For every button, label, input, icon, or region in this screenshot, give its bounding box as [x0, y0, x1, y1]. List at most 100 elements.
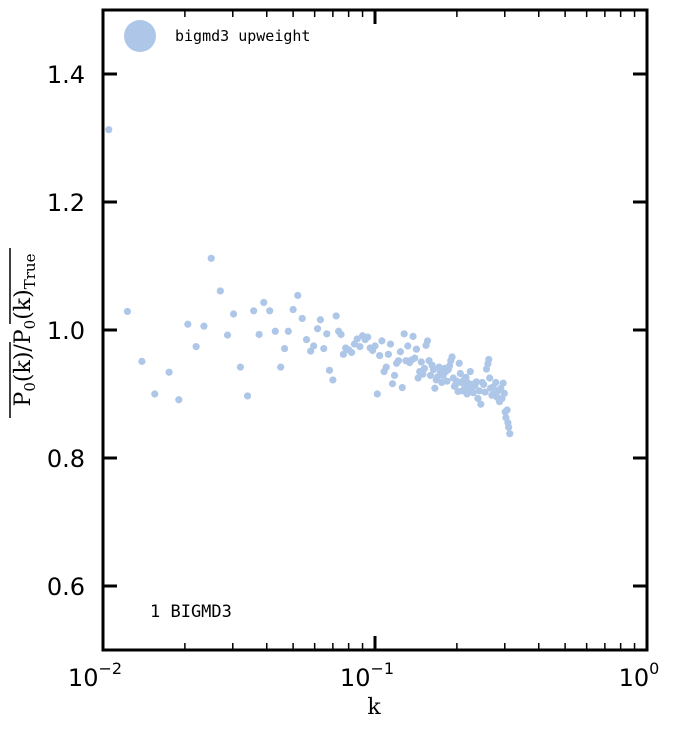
tick-marks	[101, 10, 649, 650]
y-axis-label-text: P0(k)/P0(k)True	[11, 253, 39, 406]
data-point-7	[192, 343, 200, 351]
data-point-37	[337, 330, 345, 339]
data-point-64	[400, 330, 408, 338]
data-point-34	[329, 376, 337, 384]
data-point-144	[505, 423, 513, 431]
data-point-26	[302, 336, 311, 344]
x-tick-label-0: 10−2	[68, 659, 122, 692]
data-point-47	[364, 333, 372, 341]
data-point-92	[443, 377, 451, 385]
data-point-103	[456, 369, 464, 378]
data-point-50	[371, 342, 379, 350]
data-point-139	[500, 389, 508, 397]
data-point-112	[466, 368, 474, 376]
y-tick-label-4: 1.4	[47, 61, 85, 89]
data-point-108	[462, 373, 470, 381]
data-point-22	[284, 327, 292, 335]
data-point-2	[138, 357, 146, 365]
data-point-115	[469, 389, 477, 397]
data-point-52	[376, 352, 384, 360]
ylabel-k1: k	[11, 360, 36, 374]
data-point-0	[105, 126, 113, 134]
scatter-points	[105, 126, 514, 438]
data-point-51	[373, 390, 381, 398]
data-point-62	[396, 348, 405, 356]
data-point-38	[339, 350, 347, 358]
data-point-43	[353, 335, 361, 343]
data-point-32	[323, 330, 331, 338]
data-point-75	[419, 370, 427, 378]
legend-marker	[124, 20, 156, 52]
data-point-142	[503, 406, 511, 414]
ylabel-k2: k	[11, 297, 36, 311]
data-point-69	[409, 332, 417, 340]
data-point-96	[448, 353, 456, 361]
data-point-20	[277, 363, 285, 371]
x-tick-label-1: 10−1	[340, 659, 394, 692]
data-point-61	[394, 357, 403, 365]
x-tick-label-2: 100	[619, 659, 660, 692]
data-point-56	[384, 350, 392, 358]
data-point-23	[289, 305, 297, 314]
y-tick-label-2: 1.0	[47, 317, 85, 345]
data-point-15	[250, 307, 258, 315]
data-point-21	[280, 344, 289, 353]
data-point-138	[499, 379, 507, 387]
data-point-1	[123, 307, 132, 316]
data-point-5	[175, 396, 183, 404]
data-point-145	[506, 430, 514, 438]
data-point-13	[236, 363, 244, 371]
y-tick-label-0: 0.6	[47, 573, 85, 601]
data-point-59	[390, 371, 399, 380]
data-point-127	[486, 374, 494, 382]
data-point-57	[386, 340, 395, 348]
data-point-109	[463, 390, 471, 398]
ylabel-sub2: 0	[21, 320, 39, 330]
data-point-6	[184, 320, 192, 328]
ylabel-sub1: 0	[21, 382, 39, 392]
data-point-16	[255, 330, 263, 339]
data-point-25	[298, 314, 306, 323]
data-point-3	[151, 390, 159, 398]
data-point-8	[200, 322, 208, 330]
data-point-71	[412, 345, 421, 353]
data-point-10	[216, 287, 224, 295]
data-point-29	[313, 325, 322, 333]
data-point-4	[165, 368, 173, 376]
ylabel-true: True	[21, 253, 39, 289]
data-point-70	[411, 354, 419, 362]
data-point-83	[431, 384, 439, 392]
data-point-102	[455, 359, 463, 367]
ylabel-p1: P	[11, 391, 36, 406]
y-axis-label: P0(k)/P0(k)True	[9, 248, 39, 418]
data-point-14	[243, 392, 252, 400]
data-point-12	[229, 310, 238, 318]
annotation-text: 1 BIGMD3	[150, 602, 232, 622]
data-point-78	[423, 337, 432, 345]
data-point-28	[310, 342, 318, 350]
data-point-31	[320, 344, 328, 353]
data-point-63	[398, 384, 406, 392]
data-point-76	[420, 364, 429, 372]
data-point-11	[223, 331, 232, 339]
data-point-30	[316, 316, 325, 324]
data-point-72	[414, 374, 422, 382]
data-point-126	[485, 355, 493, 364]
data-point-132	[492, 378, 500, 387]
y-tick-label-3: 1.2	[47, 189, 85, 217]
data-point-123	[481, 388, 489, 396]
data-point-66	[404, 342, 412, 350]
data-point-53	[378, 337, 386, 345]
data-point-33	[325, 366, 334, 374]
data-point-44	[356, 343, 364, 351]
data-point-41	[347, 348, 356, 356]
data-point-35	[332, 312, 340, 320]
ylabel-p2: P	[11, 329, 36, 344]
data-point-122	[480, 380, 488, 388]
data-point-18	[266, 307, 274, 315]
data-point-74	[417, 358, 425, 366]
data-point-120	[477, 400, 485, 408]
data-point-17	[260, 298, 268, 307]
